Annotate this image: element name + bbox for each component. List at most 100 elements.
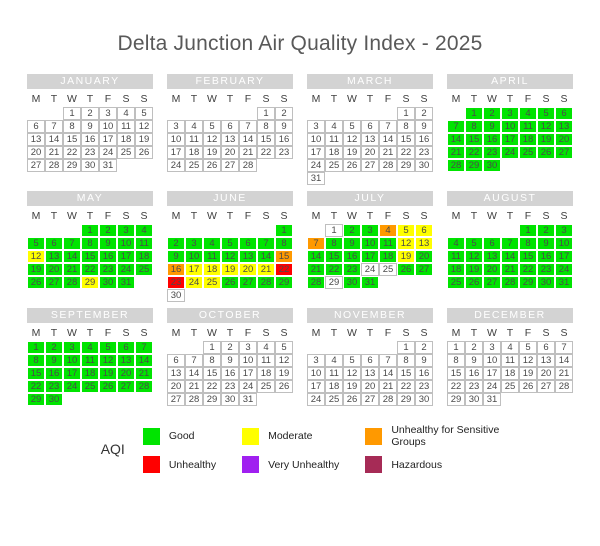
day-cell-december-27: 27	[537, 380, 555, 393]
day-cell-january-18: 18	[117, 133, 135, 146]
day-cell-november-25: 25	[325, 393, 343, 406]
day-cell-february-18: 18	[185, 146, 203, 159]
week-row: 27 28 29 30 31	[27, 159, 153, 172]
weekday-label: T	[226, 327, 234, 339]
day-cell-march-15: 15	[397, 133, 415, 146]
day-cell-march-21: 21	[379, 146, 397, 159]
month-february: FEBRUARY M T W T F S S 1 2 3 4 5 6 7 8 9 10 11 12 13 14 15 16 17…	[167, 74, 293, 185]
day-cell-march-26: 26	[343, 159, 361, 172]
month-header: OCTOBER	[167, 308, 293, 323]
weekday-label: S	[420, 327, 428, 339]
blank-cell	[45, 107, 63, 120]
weekday-label: M	[171, 93, 181, 105]
day-cell-april-5: 5	[537, 107, 555, 120]
day-cell-july-24: 24	[361, 263, 379, 276]
day-cell-february-9: 9	[275, 120, 293, 133]
day-cell-march-13: 13	[361, 133, 379, 146]
day-cell-june-10: 10	[185, 250, 203, 263]
day-cell-february-12: 12	[203, 133, 221, 146]
month-header: JUNE	[167, 191, 293, 206]
legend-label: Good	[168, 430, 195, 442]
week-row: 17 18 19 20 21 22 23	[307, 146, 433, 159]
weekday-label: M	[451, 210, 461, 222]
day-cell-february-28: 28	[239, 159, 257, 172]
day-cell-december-16: 16	[465, 367, 483, 380]
day-cell-november-29: 29	[397, 393, 415, 406]
day-cell-november-19: 19	[343, 380, 361, 393]
weekday-label: F	[524, 93, 532, 105]
page-title: Delta Junction Air Quality Index - 2025	[117, 32, 483, 55]
day-cell-october-23: 23	[221, 380, 239, 393]
weekday-label: F	[244, 327, 252, 339]
weekday-label: W	[207, 327, 217, 339]
day-cell-february-17: 17	[167, 146, 185, 159]
month-january: JANUARY M T W T F S S 1 2 3 4 5 6 7 8 9 10 11 12 13 14 15 16 17 1…	[27, 74, 153, 185]
weekday-label: W	[347, 327, 357, 339]
day-cell-november-20: 20	[361, 380, 379, 393]
day-cell-march-10: 10	[307, 133, 325, 146]
day-cell-may-7: 7	[63, 237, 81, 250]
day-cell-june-25: 25	[203, 276, 221, 289]
day-cell-january-29: 29	[63, 159, 81, 172]
weekday-label: F	[384, 327, 392, 339]
week-row: 24 25 26 27 28 29 30	[307, 159, 433, 172]
day-cell-july-2: 2	[343, 224, 361, 237]
day-cell-january-22: 22	[63, 146, 81, 159]
month-june: JUNE M T W T F S S 1 2 3 4 5 6 7 8 9 10 11 12 13 14 15 16 17 18 19…	[167, 191, 293, 302]
day-cell-october-14: 14	[185, 367, 203, 380]
day-cell-january-30: 30	[81, 159, 99, 172]
day-cell-may-22: 22	[81, 263, 99, 276]
day-cell-july-5: 5	[397, 224, 415, 237]
day-cell-november-23: 23	[415, 380, 433, 393]
day-cell-may-14: 14	[63, 250, 81, 263]
day-cell-december-24: 24	[483, 380, 501, 393]
week-row: 16 17 18 19 20 21 22	[167, 263, 293, 276]
day-cell-may-6: 6	[45, 237, 63, 250]
day-cell-august-4: 4	[447, 237, 465, 250]
day-cell-november-15: 15	[397, 367, 415, 380]
day-cell-july-9: 9	[343, 237, 361, 250]
day-cell-september-22: 22	[27, 380, 45, 393]
month-header: NOVEMBER	[307, 308, 433, 323]
month-header: AUGUST	[447, 191, 573, 206]
day-cell-january-31: 31	[99, 159, 117, 172]
week-row: 29 30	[27, 393, 153, 406]
blank-cell	[45, 224, 63, 237]
day-cell-february-20: 20	[221, 146, 239, 159]
day-cell-march-11: 11	[325, 133, 343, 146]
weekday-label: S	[560, 93, 568, 105]
day-cell-august-7: 7	[501, 237, 519, 250]
weekday-label: S	[122, 93, 130, 105]
day-cell-february-27: 27	[221, 159, 239, 172]
day-cell-january-28: 28	[45, 159, 63, 172]
day-cell-june-16: 16	[167, 263, 185, 276]
day-cell-february-1: 1	[257, 107, 275, 120]
day-cell-april-15: 15	[465, 133, 483, 146]
day-cell-may-17: 17	[117, 250, 135, 263]
day-cell-may-10: 10	[117, 237, 135, 250]
day-cell-june-24: 24	[185, 276, 203, 289]
day-cell-february-13: 13	[221, 133, 239, 146]
month-october: OCTOBER M T W T F S S 1 2 3 4 5 6 7 8 9 10 11 12 13 14 15 16 17 1…	[167, 308, 293, 406]
day-cell-september-19: 19	[99, 367, 117, 380]
weekday-label: M	[31, 93, 41, 105]
legend-swatch	[365, 456, 383, 473]
day-cell-september-5: 5	[99, 341, 117, 354]
day-cell-september-25: 25	[81, 380, 99, 393]
day-cell-september-23: 23	[45, 380, 63, 393]
day-cell-april-22: 22	[465, 146, 483, 159]
day-cell-december-9: 9	[465, 354, 483, 367]
day-cell-august-8: 8	[519, 237, 537, 250]
day-cell-october-2: 2	[221, 341, 239, 354]
legend-label: Unhealthy for Sensitive Groups	[391, 424, 500, 448]
weekday-label: F	[384, 210, 392, 222]
day-cell-march-3: 3	[307, 120, 325, 133]
day-cell-april-16: 16	[483, 133, 501, 146]
day-cell-october-30: 30	[221, 393, 239, 406]
day-cell-april-27: 27	[555, 146, 573, 159]
day-cell-july-22: 22	[325, 263, 343, 276]
